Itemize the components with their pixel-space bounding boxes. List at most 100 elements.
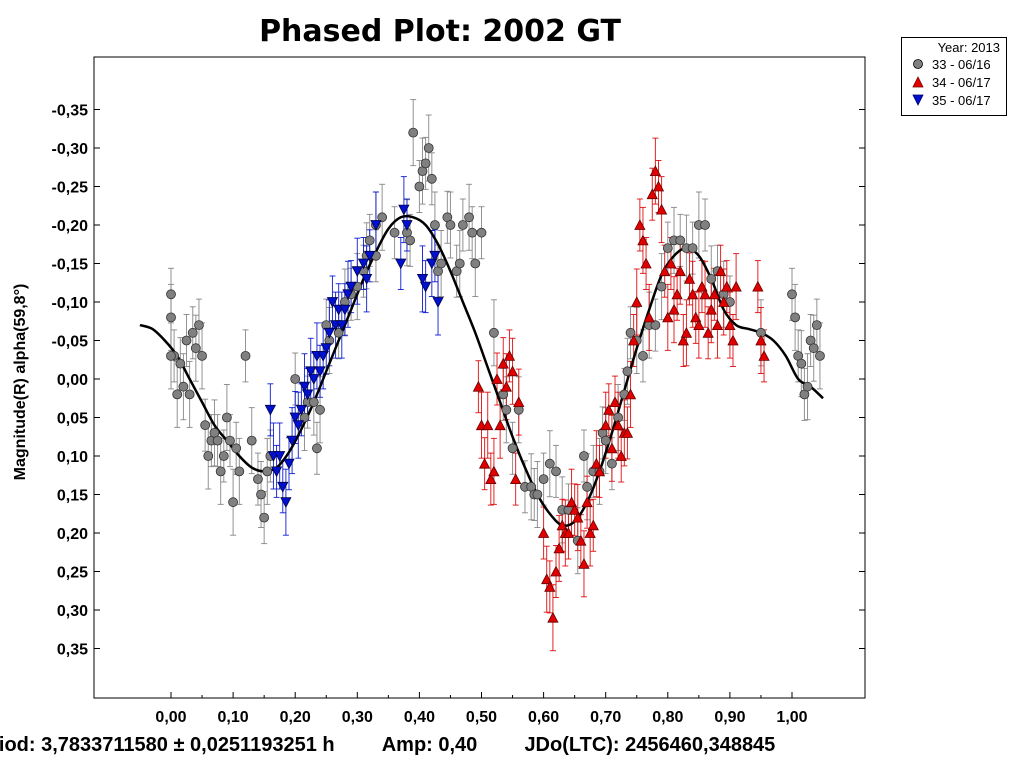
data-point — [711, 319, 724, 331]
data-point — [568, 504, 581, 515]
data-point — [364, 235, 375, 246]
x-tick-label: 0,20 — [280, 709, 311, 726]
data-point — [790, 312, 801, 323]
data-point — [203, 451, 214, 461]
data-point — [357, 258, 370, 270]
circle-marker-icon — [913, 59, 923, 69]
data-point — [280, 497, 292, 509]
y-axis-ticks: -0,35 -0,30 -0,25 -0,20 -0,15 -0,10 -0,05 0,00 0… — [52, 103, 865, 659]
data-point — [683, 273, 696, 284]
data-point — [699, 288, 711, 300]
data-point — [315, 404, 325, 415]
data-point — [624, 388, 637, 400]
x-tick-label: 0,60 — [528, 709, 559, 726]
legend-label-35: 35 - 06/17 — [932, 92, 991, 108]
data-point — [166, 350, 176, 361]
legend-title: Year: 2013 — [937, 40, 1000, 55]
data-point — [277, 481, 289, 493]
y-tick-label: 0,10 — [57, 449, 88, 466]
data-point — [430, 220, 440, 230]
data-point — [166, 312, 176, 323]
data-point — [345, 281, 357, 293]
data-point — [575, 534, 587, 546]
data-point — [408, 127, 419, 138]
period-text: eriod: 3,7833711580 ± 0,0251193251 h — [0, 734, 335, 756]
data-point — [194, 320, 204, 331]
data-point — [787, 289, 797, 300]
data-point — [253, 474, 263, 485]
data-point — [197, 350, 207, 361]
data-point — [485, 473, 497, 485]
data-point — [395, 258, 407, 270]
data-point — [547, 611, 559, 623]
data-point — [305, 366, 317, 378]
data-point — [556, 519, 568, 531]
data-point — [631, 296, 643, 307]
data-point — [640, 257, 652, 269]
data-point — [708, 288, 721, 300]
data-point — [457, 220, 468, 230]
data-point — [299, 412, 310, 423]
data-point — [166, 289, 176, 300]
data-point — [351, 266, 363, 278]
y-tick-label: 0,15 — [57, 488, 88, 505]
data-point — [538, 474, 549, 485]
data-point — [815, 350, 825, 361]
data-point — [364, 250, 376, 262]
data-point — [675, 235, 686, 246]
chart-title: Phased Plot: 2002 GT — [259, 14, 621, 49]
data-point — [246, 435, 257, 446]
data-point — [398, 204, 410, 216]
data-point — [308, 374, 320, 385]
data-point — [607, 458, 617, 469]
data-point — [286, 435, 298, 447]
data-point — [721, 280, 733, 292]
data-point — [550, 565, 562, 577]
data-point — [488, 465, 500, 477]
data-point — [687, 243, 698, 254]
data-point — [256, 489, 266, 500]
data-point — [727, 334, 739, 346]
footer-info: eriod: 3,7833711580 ± 0,0251193251 h Amp… — [0, 734, 775, 757]
data-point — [696, 280, 708, 292]
data-point — [593, 465, 606, 477]
data-point — [796, 358, 807, 369]
data-point — [454, 258, 465, 269]
data-point — [187, 327, 198, 338]
triangle-down-marker-icon — [912, 94, 924, 106]
y-tick-label: -0,20 — [52, 218, 89, 235]
data-point — [643, 311, 655, 323]
data-point — [553, 542, 565, 554]
data-point — [426, 258, 438, 270]
data-point — [472, 380, 485, 392]
data-point — [811, 320, 822, 331]
data-point — [401, 220, 413, 231]
x-tick-label: 0,70 — [590, 709, 621, 726]
data-point — [503, 350, 516, 361]
data-point — [494, 419, 506, 431]
data-point — [175, 358, 186, 369]
x-tick-label: 1,00 — [776, 709, 807, 726]
x-tick-label: 0,00 — [155, 709, 186, 726]
data-point — [677, 334, 689, 346]
legend-item-33: 33 - 06/16 — [902, 55, 1006, 73]
data-point — [336, 320, 348, 331]
data-point — [270, 466, 283, 478]
x-tick-label: 0,10 — [218, 709, 249, 726]
amplitude-text: Amp: 0,40 — [381, 734, 478, 756]
data-point — [649, 165, 662, 177]
y-tick-label: -0,30 — [52, 141, 89, 158]
data-point — [172, 389, 183, 400]
data-point — [656, 281, 667, 292]
data-point — [283, 458, 295, 470]
y-tick-label: -0,15 — [52, 257, 89, 274]
data-point — [600, 419, 612, 431]
data-point — [638, 350, 648, 361]
data-point — [212, 435, 223, 446]
data-point — [668, 303, 680, 315]
data-point — [370, 220, 382, 231]
data-point — [190, 343, 201, 354]
legend-item-35: 35 - 06/17 — [902, 91, 1006, 109]
data-point — [674, 265, 686, 277]
data-point — [625, 327, 636, 338]
